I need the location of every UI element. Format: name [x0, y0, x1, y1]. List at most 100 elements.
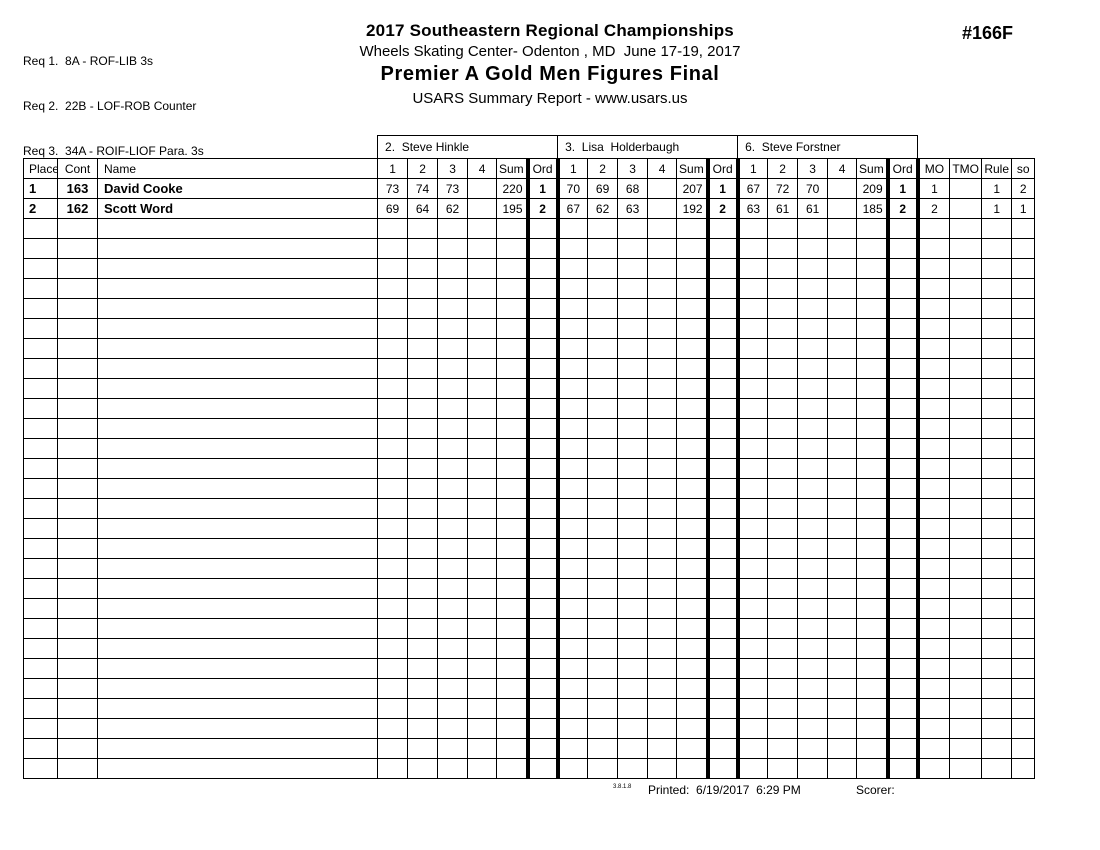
score-cell: [647, 518, 678, 539]
score-cell: [377, 458, 409, 479]
ord-header: Ord: [525, 158, 560, 179]
ordinal-cell: [525, 238, 560, 259]
score-cell: [467, 758, 498, 779]
score-cell: [557, 578, 589, 599]
score-col-header: 4: [827, 158, 858, 179]
score-cell: [437, 378, 469, 399]
score-cell: [467, 338, 498, 359]
score-cell: [617, 298, 649, 319]
score-cell: [737, 578, 769, 599]
contestant-number-cell: [57, 258, 98, 279]
score-cell: [797, 678, 829, 699]
contestant-number-cell: [57, 418, 98, 439]
ordinal-cell: [705, 718, 740, 739]
score-cell: [437, 498, 469, 519]
score-cell: [647, 318, 678, 339]
empty-table-row: [23, 758, 1036, 779]
empty-table-row: [23, 238, 1036, 259]
ordinal-cell: 1: [885, 178, 920, 199]
score-cell: [617, 578, 649, 599]
score-cell: [827, 578, 858, 599]
sum-cell: [856, 318, 889, 339]
score-cell: [737, 418, 769, 439]
score-cell: [407, 398, 439, 419]
score-cell: [437, 358, 469, 379]
contestant-number-cell: [57, 638, 98, 659]
score-cell: [437, 718, 469, 739]
ordinal-cell: [885, 218, 920, 239]
place-cell: [23, 338, 58, 359]
ordinal-cell: [525, 458, 560, 479]
empty-table-row: [23, 398, 1036, 419]
score-cell: [797, 238, 829, 259]
ordinal-cell: [525, 558, 560, 579]
venue-line: Wheels Skating Center- Odenton , MD June…: [359, 43, 741, 60]
score-cell: [467, 398, 498, 419]
ordinal-cell: [705, 358, 740, 379]
score-cell: [437, 458, 469, 479]
score-cell: [557, 458, 589, 479]
score-cell: [617, 698, 649, 719]
sum-cell: [856, 638, 889, 659]
judge-name-cell-1: 2. Steve Hinkle: [377, 135, 559, 159]
contestant-number-cell: [57, 478, 98, 499]
score-cell: [767, 698, 799, 719]
score-cell: [617, 758, 649, 779]
contestant-number-cell: [57, 738, 98, 759]
footer: 3.8.1.8 Printed: 6/19/2017 6:29 PM Score…: [0, 782, 1100, 802]
score-cell: [827, 698, 858, 719]
so-cell: [1011, 478, 1036, 499]
event-title: Premier A Gold Men Figures Final: [380, 63, 720, 85]
score-cell: [557, 658, 589, 679]
skater-name-cell: Scott Word: [96, 198, 379, 219]
score-cell: [407, 438, 439, 459]
majority-ordinal-cell: [917, 418, 951, 439]
empty-table-row: [23, 538, 1036, 559]
ordinal-cell: [525, 758, 560, 779]
score-cell: [377, 658, 409, 679]
skater-name-cell: [96, 278, 379, 299]
score-cell: [827, 498, 858, 519]
skater-name-cell: [96, 238, 379, 259]
tmo-cell: [949, 438, 983, 459]
so-cell: [1011, 218, 1036, 239]
place-cell: [23, 358, 58, 379]
judge-name-cell-2: 3. Lisa Holderbaugh: [557, 135, 739, 159]
sum-cell: [496, 578, 529, 599]
score-cell: [737, 238, 769, 259]
sum-cell: [676, 318, 709, 339]
sum-cell: [496, 458, 529, 479]
ordinal-cell: [885, 558, 920, 579]
sum-cell: [496, 238, 529, 259]
ord-header: Ord: [705, 158, 740, 179]
score-cell: [617, 738, 649, 759]
ordinal-cell: [885, 298, 920, 319]
score-cell: [647, 438, 678, 459]
sum-cell: [676, 498, 709, 519]
empty-table-row: [23, 378, 1036, 399]
score-cell: [617, 338, 649, 359]
skater-name-cell: [96, 218, 379, 239]
skater-name-cell: David Cooke: [96, 178, 379, 199]
place-cell: [23, 698, 58, 719]
score-cell: [647, 418, 678, 439]
majority-ordinal-cell: [917, 378, 951, 399]
score-cell: [377, 498, 409, 519]
score-cell: [587, 458, 619, 479]
rule-cell: [981, 478, 1013, 499]
score-cell: [797, 218, 829, 239]
ordinal-cell: 2: [705, 198, 740, 219]
score-cell: [737, 278, 769, 299]
sum-cell: [496, 538, 529, 559]
requirement-line-3: Req 3. 34A - ROIF-LIOF Para. 3s: [23, 144, 204, 158]
ordinal-cell: [705, 678, 740, 699]
score-cell: [767, 578, 799, 599]
place-cell: [23, 678, 58, 699]
ordinal-cell: [705, 738, 740, 759]
so-cell: [1011, 258, 1036, 279]
sum-cell: [496, 318, 529, 339]
empty-table-row: [23, 498, 1036, 519]
sum-cell: [496, 698, 529, 719]
score-cell: [647, 638, 678, 659]
rule-cell: 1: [981, 198, 1013, 219]
